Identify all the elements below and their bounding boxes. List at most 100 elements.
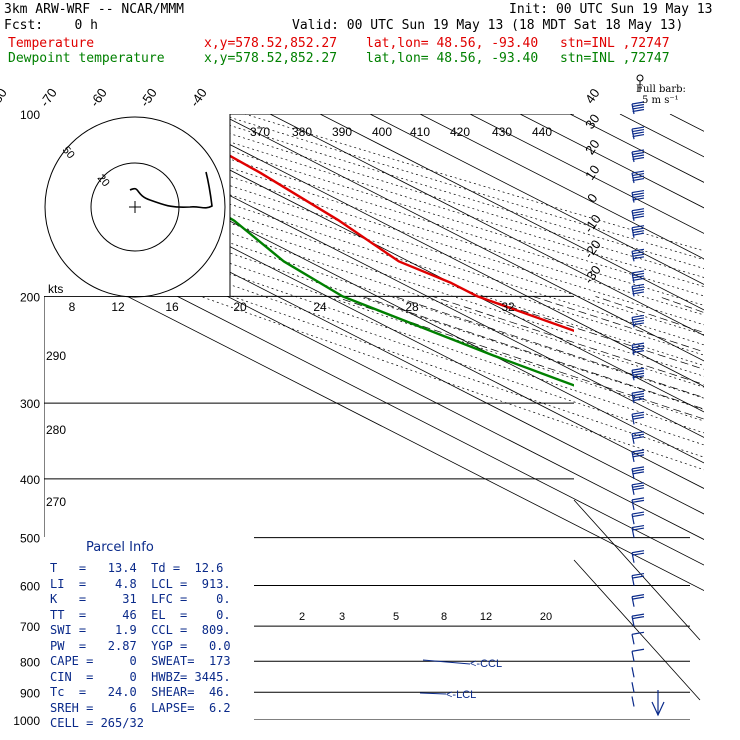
hodograph-bg: [44, 114, 230, 296]
wind-barb-flag: [631, 390, 645, 394]
isotherm-ext-30: [573, 559, 701, 701]
wind-barb-flag: [632, 215, 645, 219]
parcel-info-row: TT = 46 EL = 0.: [50, 607, 231, 622]
theta-label-420: 420: [450, 125, 470, 139]
wind-barb-shaft: [631, 667, 635, 678]
wind-barb-flag: [632, 175, 645, 179]
moist-adiabat-16: [432, 296, 704, 385]
theta-left-label-270: 270: [46, 495, 66, 509]
wind-barb-flag: [631, 482, 645, 486]
wind-barb-flag: [631, 572, 645, 577]
wind-barb-flag: [632, 319, 645, 324]
isotherm--10: [369, 114, 704, 285]
wind-barb-flag: [632, 106, 645, 110]
wetbulb-label-32: 32: [501, 300, 515, 314]
theta-label-430: 430: [492, 125, 512, 139]
temperature-profile: [154, 114, 574, 333]
wind-barb-flag: [632, 375, 645, 379]
wetbulb-label-24: 24: [313, 300, 327, 314]
wind-barb-700: [631, 613, 645, 627]
wetbulb-label-20: 20: [233, 300, 247, 314]
wind-barb-190: [631, 270, 645, 284]
wind-barb-750: [631, 631, 645, 645]
theta-label-370: 370: [250, 125, 270, 139]
pressure-label-1000: 1000: [13, 714, 40, 728]
isotherm-ext-40: [573, 499, 701, 641]
wind-barb-flag: [631, 367, 645, 371]
isotherm--20: [319, 114, 704, 311]
wind-barb-600: [631, 572, 645, 586]
moist-adiabat-20: [478, 296, 704, 370]
wind-barb-flag: [632, 398, 645, 402]
theta-label-440: 440: [532, 125, 552, 139]
moist-adiabat-32: [658, 296, 704, 313]
dry-adiabat-460: [244, 114, 704, 252]
mixing-ratio-label-12: 12: [480, 611, 492, 623]
wind-barb-flag: [631, 149, 645, 153]
wind-barb-flag: [632, 484, 645, 488]
moist-adiabat-8: [361, 296, 704, 410]
wind-barb-flag: [632, 596, 645, 600]
isotherm-label-10: 10: [582, 162, 603, 182]
theta-label-380: 380: [292, 125, 312, 139]
wind-barb-shaft: [631, 651, 635, 662]
isotherm-label-20: 20: [582, 137, 603, 157]
pressure-label-500: 500: [20, 532, 40, 546]
wind-barb-shaft: [631, 596, 635, 607]
isotherm-label--60: -60: [87, 85, 110, 109]
parcel-info-row: T = 13.4 Td = 12.6: [50, 561, 224, 575]
wind-barb-flag: [631, 613, 645, 617]
wind-barb-175: [631, 248, 645, 262]
wind-barb-flag: [632, 527, 645, 531]
wind-barb-flag: [631, 248, 645, 252]
wind-barb-flag: [631, 431, 645, 435]
wind-barb-flag: [632, 322, 645, 326]
pressure-label-100: 100: [20, 108, 40, 122]
wind-barb-flag: [632, 372, 645, 376]
wind-barb-shaft: [631, 552, 635, 563]
wind-barb-flag: [632, 575, 645, 579]
wind-barb-850: [631, 667, 635, 678]
isotherm-label--50: -50: [137, 85, 160, 109]
wind-barb-flag: [632, 192, 645, 196]
wind-barb-300: [631, 390, 645, 404]
ccl-marker: [422, 659, 471, 665]
barb-legend-title: Full barb:: [636, 84, 686, 95]
isotherm-40: [619, 114, 704, 158]
wind-barb-flag: [631, 449, 645, 453]
wind-barb-950: [631, 696, 635, 707]
wind-barb-shaft: [631, 696, 635, 707]
wind-barb-550: [631, 550, 645, 563]
wind-barb-flag: [632, 177, 645, 182]
wind-barb-120: [631, 149, 645, 163]
dry-adiabat-300: [44, 188, 704, 410]
wind-barb-flag: [631, 342, 645, 346]
isotherm--130: [44, 253, 704, 591]
legend-latlon-temp: lat,lon= 48.56, -93.40: [366, 36, 539, 51]
wind-barb-flag: [632, 451, 645, 455]
wind-barb-375: [631, 449, 645, 462]
wind-barb-flag: [631, 466, 645, 470]
wind-barb-flag: [632, 213, 645, 217]
legend-temperature: Temperature: [8, 36, 95, 51]
wind-barb-flag: [632, 103, 645, 108]
wind-barb-650: [631, 594, 645, 607]
wind-barb-800: [631, 648, 645, 662]
legend-stn-temp: stn=INL ,72747: [560, 36, 670, 51]
wind-barb-shaft: [631, 527, 635, 538]
wind-barb-flag: [632, 499, 645, 503]
wind-barb-400: [631, 466, 645, 479]
parcel-info-row: SREH = 6 LAPSE= 6.2: [50, 700, 231, 715]
wind-barb-475: [631, 511, 645, 525]
wind-barb-flag: [631, 314, 645, 319]
dry-adiabat-290: [44, 198, 704, 422]
dewpoint-profile: [44, 119, 574, 387]
isotherm--30: [269, 114, 704, 336]
wind-barb-100: [631, 101, 645, 115]
parcel-info-row: CAPE = 0 SWEAT= 173: [50, 654, 231, 668]
hodograph-ring-outer: [44, 116, 226, 298]
wind-barb-flag: [632, 286, 645, 290]
wind-barb-flag: [631, 594, 645, 598]
isotherm--40: [219, 114, 704, 362]
parcel-info-row: K = 31 LFC = 0.: [50, 592, 231, 606]
